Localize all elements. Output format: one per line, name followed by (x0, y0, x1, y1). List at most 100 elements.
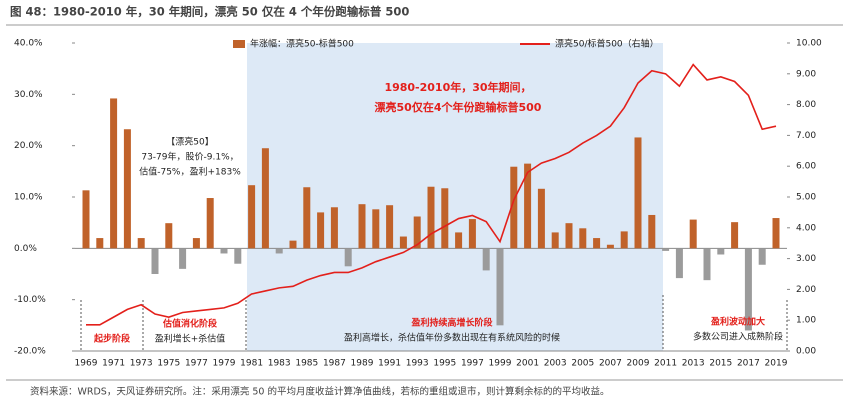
x-tick-label: 1977 (185, 359, 208, 369)
bar (703, 248, 711, 281)
phase-label: 估值消化阶段 (162, 318, 218, 330)
y2-tick-label: 7.00 (796, 131, 816, 141)
x-tick-label: 2001 (516, 359, 539, 369)
phase-desc: 盈利增长+杀估值 (155, 333, 226, 345)
bar (468, 219, 476, 249)
bar (137, 238, 145, 249)
y-tick-label: 10.0% (14, 193, 43, 203)
x-tick-label: 1993 (406, 359, 429, 369)
bar (234, 248, 242, 264)
bar (165, 223, 173, 249)
bar (634, 137, 642, 249)
bar (96, 238, 104, 249)
bar (427, 186, 435, 249)
bar (110, 98, 118, 249)
bar (731, 222, 739, 249)
bar (206, 198, 214, 249)
phase-label: 盈利波动加大 (710, 316, 765, 328)
legend-swatch (233, 40, 245, 48)
bar (220, 248, 228, 254)
title-band (0, 0, 849, 24)
bar (386, 205, 394, 249)
x-tick-label: 2011 (654, 359, 677, 369)
legend-label: 年涨幅：漂亮50-标普500 (250, 38, 354, 50)
y2-tick-label: 1.00 (796, 316, 816, 326)
bar (758, 248, 766, 265)
y2-tick-label: 3.00 (796, 254, 816, 264)
line (86, 63, 777, 326)
y2-tick-label: 9.00 (796, 69, 816, 79)
y2-tick-label: 2.00 (796, 285, 816, 295)
x-tick-label: 2003 (544, 359, 567, 369)
bar (689, 219, 697, 249)
x-tick-label: 1985 (295, 359, 318, 369)
x-tick-label: 2007 (599, 359, 622, 369)
bar (482, 248, 490, 271)
x-tick-label: 1995 (433, 359, 456, 369)
x-tick-label: 1991 (378, 359, 401, 369)
y-tick-label: 40.0% (14, 39, 43, 49)
x-tick-label: 1969 (75, 359, 98, 369)
bar (565, 223, 573, 249)
annotation: 估值-75%，盈利+183% (139, 166, 241, 178)
bar (606, 244, 614, 249)
bar (358, 204, 366, 249)
bar (648, 214, 656, 249)
legend-label: 漂亮50/标普500（右轴） (555, 38, 659, 50)
x-tick-label: 2015 (709, 359, 732, 369)
phase-label: 起步阶段 (93, 333, 131, 345)
bar (579, 228, 587, 249)
bar (123, 129, 131, 249)
annotation: 1980-2010年，30年期间， (384, 80, 531, 94)
x-tick-label: 1983 (268, 359, 291, 369)
x-tick-label: 1975 (157, 359, 180, 369)
y-tick-label: -20.0% (14, 347, 46, 357)
bar (662, 248, 670, 251)
bar (524, 163, 532, 249)
highlight-region (247, 43, 663, 351)
x-tick-label: 1981 (240, 359, 263, 369)
x-tick-label: 2013 (682, 359, 705, 369)
y2-tick-label: 10.00 (796, 39, 822, 49)
annotation: 漂亮50仅在4个年份跑输标普500 (375, 100, 542, 114)
bar (620, 231, 628, 249)
annotation: 73-79年，股价-9.1%， (141, 151, 238, 163)
y2-tick-label: 6.00 (796, 162, 816, 172)
x-tick-label: 1979 (213, 359, 236, 369)
bar (82, 190, 90, 249)
phase-desc: 盈利高增长，杀估值年份多数出现在有系统风险的时候 (344, 332, 560, 344)
bar (399, 236, 407, 249)
bar (344, 248, 352, 267)
x-tick-label: 1973 (130, 359, 153, 369)
chart-title: 图 48：1980-2010 年，30 年期间，漂亮 50 仅在 4 个年份跑输… (10, 5, 409, 19)
bar (330, 207, 338, 249)
bar (248, 185, 256, 249)
y-tick-label: 20.0% (14, 141, 43, 151)
bar (455, 232, 463, 249)
y-tick-label: -10.0% (14, 295, 46, 305)
x-tick-label: 1971 (102, 359, 125, 369)
bar (593, 238, 601, 249)
x-tick-label: 1999 (489, 359, 512, 369)
y-tick-label: 30.0% (14, 90, 43, 100)
annotation: 【漂亮50】 (166, 136, 213, 148)
x-tick-label: 2017 (737, 359, 760, 369)
bar (537, 188, 545, 249)
bar (772, 218, 780, 249)
y2-tick-label: 5.00 (796, 193, 816, 203)
bar (372, 209, 380, 249)
bar (303, 187, 311, 249)
bar (289, 240, 297, 249)
x-tick-label: 2019 (765, 359, 788, 369)
bar (675, 248, 683, 279)
x-tick-label: 1989 (351, 359, 374, 369)
bar (151, 248, 159, 274)
source-note: 资料来源：WRDS，天风证券研究所。注：采用漂亮 50 的平均月度收益计算净值曲… (30, 386, 609, 398)
bar (413, 216, 421, 249)
y2-tick-label: 4.00 (796, 223, 816, 233)
bar (496, 248, 504, 326)
bar (510, 166, 518, 249)
y2-tick-label: 8.00 (796, 100, 816, 110)
x-tick-label: 1997 (461, 359, 484, 369)
bar (717, 248, 725, 255)
